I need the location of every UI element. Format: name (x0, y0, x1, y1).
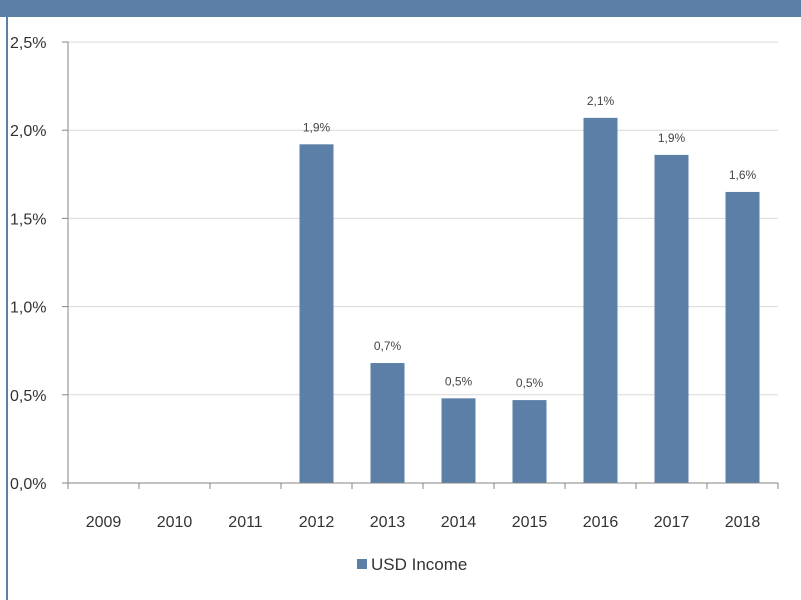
bar (512, 400, 547, 483)
x-tick-label: 2009 (86, 514, 122, 531)
y-axis-ticks: 0,0% 0,5% 1,0% 1,5% 2,0% 2,5% (10, 35, 69, 493)
bar (654, 154, 689, 483)
x-tick-label: 2017 (654, 514, 690, 531)
y-tick-label: 2,0% (10, 123, 46, 140)
y-tick-label: 0,0% (10, 476, 46, 493)
y-tick-label: 1,0% (10, 300, 46, 317)
bar (299, 144, 334, 483)
bar (441, 398, 476, 483)
data-label: 1,9% (303, 120, 331, 134)
data-label: 2,1% (587, 94, 615, 108)
x-tick-label: 2013 (370, 514, 406, 531)
data-labels: 1,9% 0,7% 0,5% 0,5% 2,1% 1,9% 1,6% (303, 94, 757, 390)
gridlines (68, 41, 778, 396)
x-tick-label: 2015 (512, 514, 548, 531)
data-label: 0,5% (516, 376, 544, 390)
data-label: 1,6% (729, 168, 757, 182)
y-tick-label: 1,5% (10, 211, 46, 228)
x-tick-label: 2010 (157, 514, 193, 531)
left-border-line (6, 17, 8, 600)
top-border-bar (0, 0, 801, 17)
legend-swatch (357, 559, 367, 569)
x-tick-label: 2012 (299, 514, 335, 531)
bar (583, 117, 618, 484)
bar (370, 363, 405, 483)
x-tick-label: 2014 (441, 514, 477, 531)
data-label: 0,5% (445, 374, 473, 388)
bars (299, 117, 760, 484)
y-tick-label: 2,5% (10, 35, 46, 52)
data-label: 1,9% (658, 131, 686, 145)
x-tick-label: 2016 (583, 514, 619, 531)
x-tick-label: 2018 (725, 514, 761, 531)
legend: USD Income (357, 555, 467, 574)
bar (725, 191, 760, 483)
x-tick-label: 2011 (228, 514, 263, 531)
y-tick-label: 0,5% (10, 388, 46, 405)
data-label: 0,7% (374, 339, 402, 353)
x-axis: 2009 2010 2011 2012 2013 2014 2015 2016 2017 2018 (67, 482, 779, 531)
legend-label: USD Income (371, 555, 467, 574)
